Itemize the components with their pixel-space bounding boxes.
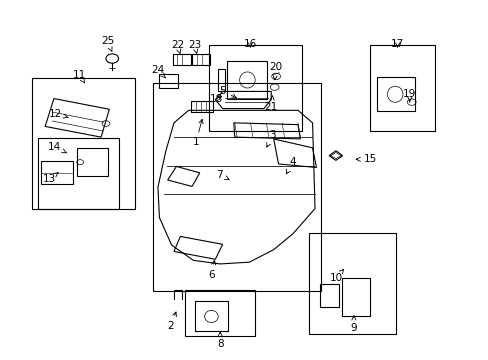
Bar [31,78,135,208]
Bar [209,45,301,131]
Bar [185,290,255,337]
Text: 1: 1 [192,119,203,148]
Bar [341,278,369,316]
Bar [38,138,119,208]
Text: 20: 20 [269,63,282,80]
Text: 4: 4 [285,157,296,174]
Text: 22: 22 [170,40,183,53]
Text: 10: 10 [329,269,343,283]
Text: 3: 3 [266,130,275,147]
Bar [172,54,191,65]
Text: 23: 23 [188,40,201,53]
Text: 12: 12 [49,109,68,119]
Text: 19: 19 [403,89,416,102]
Bar [376,77,414,111]
Text: 15: 15 [355,154,376,164]
Text: 21: 21 [264,96,277,112]
Text: 6: 6 [208,260,215,280]
Bar [153,83,321,292]
Text: 5: 5 [219,86,236,98]
Text: 18: 18 [210,94,223,104]
Text: 17: 17 [390,39,404,49]
Bar [319,284,339,307]
Bar [195,301,227,331]
Bar [159,74,178,88]
Text: 7: 7 [216,170,228,180]
Text: 14: 14 [48,142,67,153]
Text: 16: 16 [243,39,256,49]
Text: 9: 9 [350,316,356,333]
Bar [191,101,212,112]
Text: 2: 2 [167,312,176,331]
Text: 11: 11 [72,69,85,83]
Text: 25: 25 [101,36,114,52]
Text: 13: 13 [42,172,59,184]
Bar [192,54,210,65]
Bar [308,233,395,334]
Bar [227,61,267,99]
Text: 8: 8 [217,332,223,349]
Text: 24: 24 [151,65,165,78]
Bar [369,45,434,131]
